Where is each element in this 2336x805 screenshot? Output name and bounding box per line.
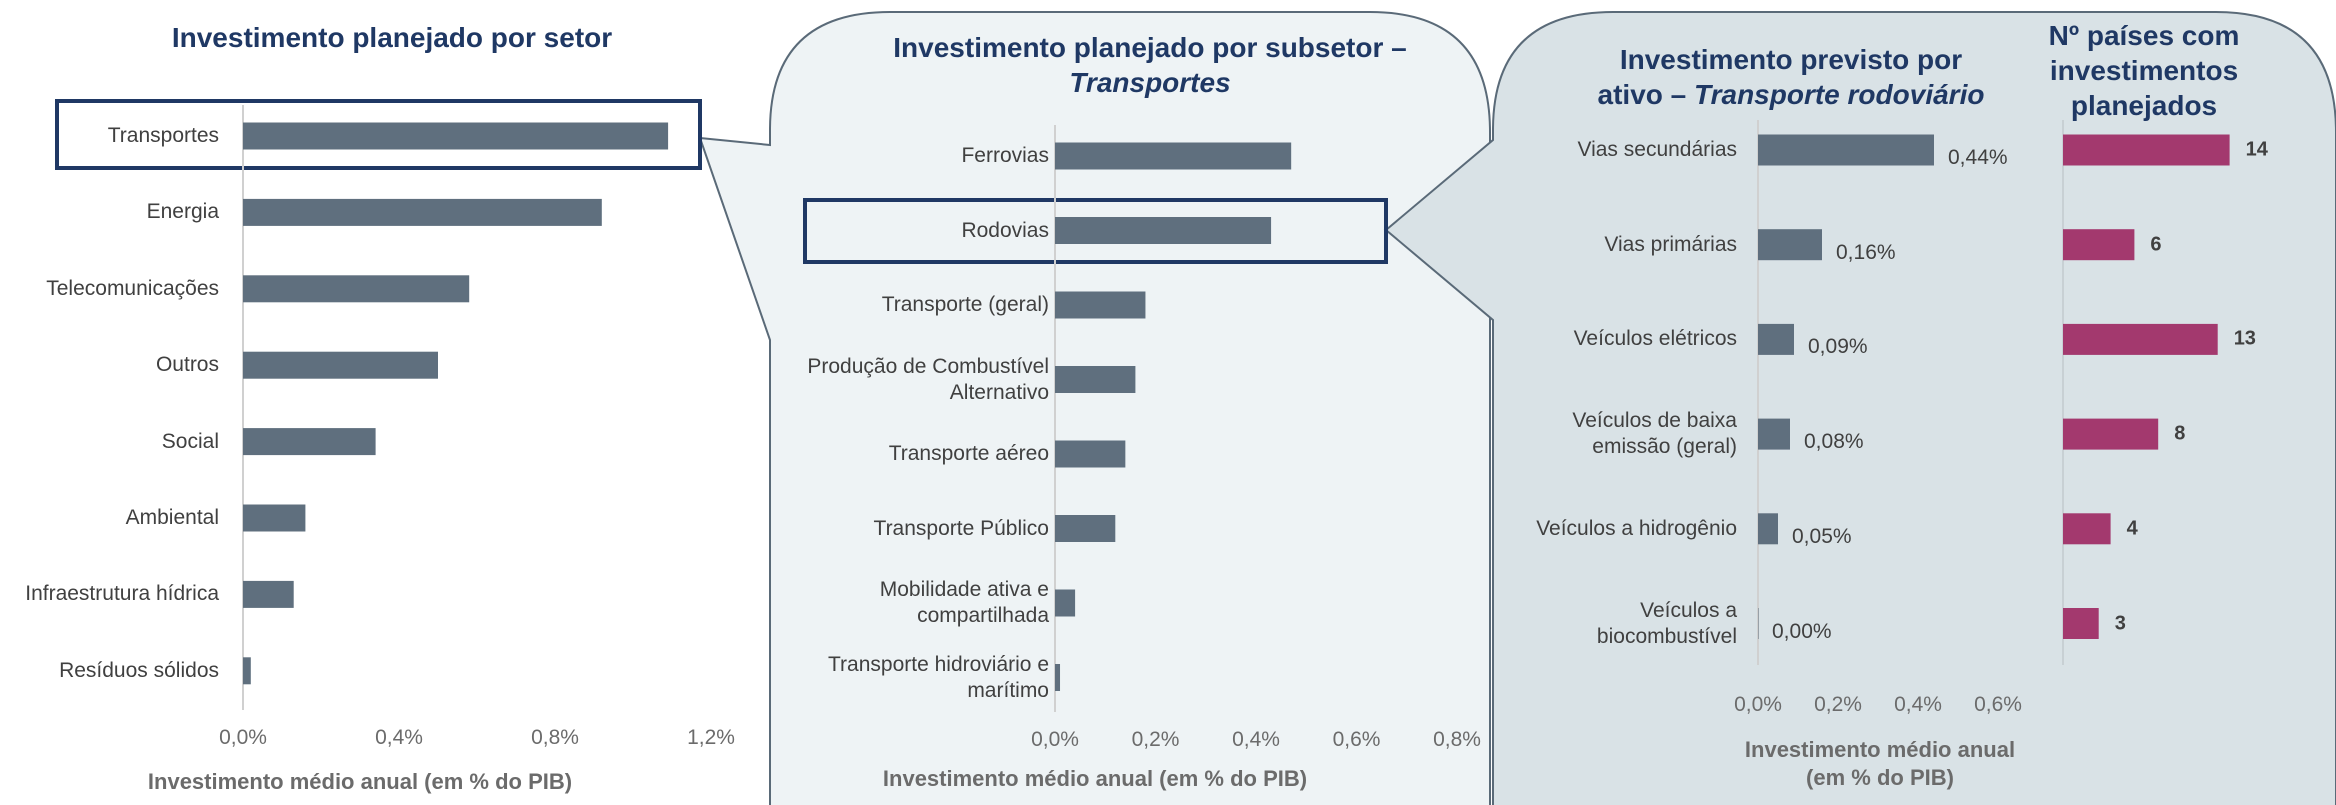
value-label: 0,08% bbox=[1804, 429, 1864, 453]
bar bbox=[2063, 323, 2218, 355]
category-label: Infraestrutura hídrica bbox=[25, 582, 219, 606]
x-axis-label: Investimento médio anual (em % do PIB) bbox=[882, 766, 1308, 791]
x-tick-label: 0,2% bbox=[1814, 692, 1862, 716]
bar bbox=[2063, 418, 2159, 450]
subsector-bubble bbox=[698, 11, 1491, 805]
category-label: Veículos a hidrogênio bbox=[1536, 516, 1737, 540]
x-axis-label: Investimento médio anual (em % do PIB) bbox=[1744, 737, 2016, 790]
x-tick-label: 0,8% bbox=[1433, 727, 1481, 751]
x-tick-label: 0,0% bbox=[219, 725, 267, 749]
chart-title: Investimento planejado por subsetor – Tra… bbox=[840, 30, 1460, 100]
bar bbox=[2063, 134, 2230, 166]
bar bbox=[243, 198, 602, 226]
value-label: 3 bbox=[2114, 612, 2126, 634]
chart-title-emphasis: Transportes bbox=[1069, 67, 1231, 98]
highlight-box bbox=[55, 99, 702, 170]
bar bbox=[2063, 513, 2111, 545]
bar bbox=[1055, 515, 1116, 542]
bar bbox=[243, 504, 306, 532]
x-tick-label: 0,2% bbox=[1131, 727, 1180, 751]
value-label: 0,44% bbox=[1948, 145, 2008, 169]
category-label: Vias primárias bbox=[1604, 232, 1737, 256]
bar bbox=[243, 122, 669, 150]
category-label: Produção de Combustível Alternativo bbox=[807, 354, 1049, 404]
category-label: Vias secundárias bbox=[1577, 137, 1737, 161]
chart-title: Nº países com investimentos planejados bbox=[2048, 20, 2240, 121]
category-label: Transporte aéreo bbox=[888, 441, 1049, 465]
x-tick-label: 0,4% bbox=[1894, 692, 1942, 716]
x-tick-label: 0,0% bbox=[1031, 727, 1079, 751]
chart-title-emphasis: Transporte rodoviário bbox=[1686, 79, 1985, 110]
value-label: 0,09% bbox=[1808, 335, 1868, 359]
value-label: 4 bbox=[2126, 517, 2138, 540]
bar bbox=[1758, 323, 1794, 355]
bar bbox=[1055, 142, 1292, 170]
category-label: Veículos de baixa emissão (geral) bbox=[1572, 408, 1737, 459]
bar bbox=[1758, 418, 1790, 450]
asset-bubble bbox=[1384, 11, 2336, 805]
bar bbox=[1758, 229, 1822, 261]
bar bbox=[1055, 366, 1136, 393]
bar bbox=[243, 580, 294, 608]
category-label: Resíduos sólidos bbox=[59, 658, 219, 682]
category-label: Transporte Público bbox=[873, 516, 1049, 540]
category-label: Ferrovias bbox=[961, 143, 1049, 167]
x-tick-label: 0,4% bbox=[375, 725, 423, 749]
bar bbox=[1055, 440, 1126, 468]
x-tick-label: 0,6% bbox=[1332, 727, 1381, 751]
value-label: 8 bbox=[2174, 422, 2186, 445]
x-tick-label: 0,0% bbox=[1734, 692, 1782, 716]
x-tick-label: 0,8% bbox=[531, 725, 579, 749]
x-tick-label: 0,6% bbox=[1974, 692, 2022, 716]
category-label: Telecomunicações bbox=[46, 276, 219, 300]
chart-title: Investimento previsto por ativo – Transp… bbox=[1597, 44, 1985, 110]
category-label: Transporte hidroviário e marítimo bbox=[828, 652, 1049, 702]
value-label: 0,16% bbox=[1836, 240, 1896, 264]
category-label: Veículos a biocombustível bbox=[1596, 598, 1737, 648]
category-label: Ambiental bbox=[125, 505, 219, 529]
category-label: Social bbox=[161, 429, 219, 453]
bar bbox=[243, 428, 376, 456]
bar bbox=[243, 657, 251, 685]
value-label: 0,00% bbox=[1772, 619, 1832, 643]
bar bbox=[2063, 608, 2099, 639]
category-label: Energia bbox=[146, 200, 219, 224]
value-label: 6 bbox=[2150, 233, 2162, 256]
bar bbox=[1758, 608, 1759, 639]
value-label: 13 bbox=[2233, 327, 2256, 350]
bar bbox=[1055, 589, 1076, 617]
category-label: Outros bbox=[155, 353, 219, 377]
bar bbox=[1758, 134, 1934, 166]
bar bbox=[1758, 513, 1778, 545]
category-label: Transportes bbox=[107, 123, 219, 147]
category-label: Mobilidade ativa e compartilhada bbox=[879, 577, 1049, 627]
x-axis-label: Investimento médio anual (em % do PIB) bbox=[147, 769, 573, 794]
category-label: Rodovias bbox=[961, 218, 1049, 242]
x-tick-label: 1,2% bbox=[687, 725, 735, 749]
chart-title: Investimento planejado por setor bbox=[171, 22, 613, 53]
category-label: Transporte (geral) bbox=[881, 292, 1049, 316]
highlight-box bbox=[803, 198, 1388, 264]
category-label: Veículos elétricos bbox=[1573, 327, 1737, 351]
bar bbox=[243, 351, 438, 379]
value-label: 0,05% bbox=[1792, 524, 1852, 548]
bar bbox=[1055, 291, 1146, 319]
x-tick-label: 0,4% bbox=[1232, 727, 1280, 751]
bar bbox=[243, 275, 470, 303]
bar bbox=[2063, 229, 2135, 261]
value-label: 14 bbox=[2245, 138, 2268, 161]
bar bbox=[1055, 217, 1272, 244]
bar bbox=[1055, 664, 1061, 691]
